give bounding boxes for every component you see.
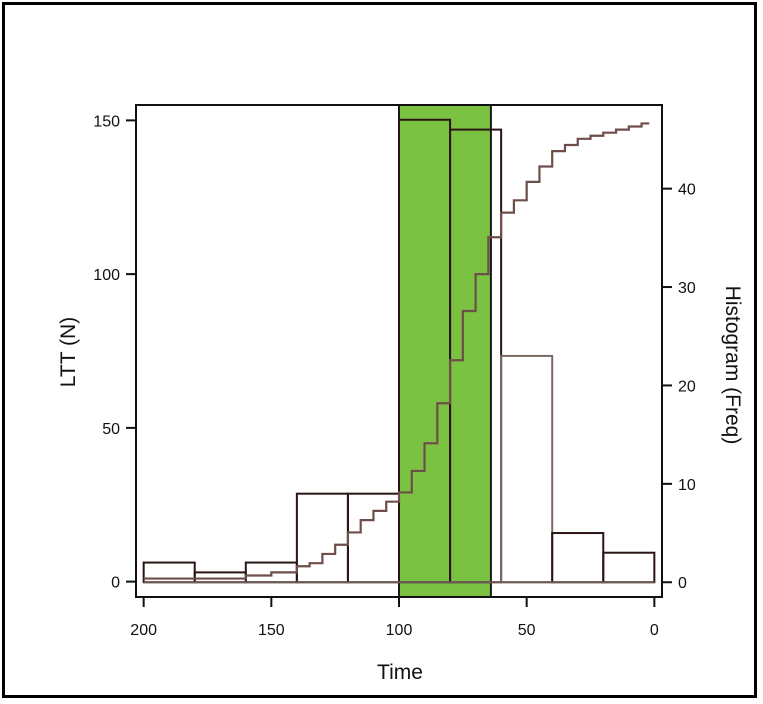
x-axis-title: Time [377, 661, 423, 684]
x-tick-label-200: 200 [130, 622, 157, 639]
x-tick-label-100: 100 [386, 622, 413, 639]
histogram-bar-5 [346, 492, 400, 584]
y-right-tick-label-20: 20 [678, 378, 696, 395]
y-right-tick-label-10: 10 [678, 477, 696, 494]
axes-layer: 200 150 100 50 0 0 50 100 150 0 10 20 30 40 [93, 104, 696, 639]
x-tick-label-0: 0 [650, 622, 659, 639]
histogram-bar-4 [295, 492, 349, 584]
histogram-bars-layer [142, 118, 656, 584]
x-tick-label-50: 50 [518, 622, 536, 639]
ltt-line-layer [143, 122, 650, 580]
y-right-tick-label-40: 40 [678, 182, 696, 199]
y-left-tick-label-100: 100 [93, 267, 120, 284]
highlight-region-layer [398, 104, 492, 598]
highlight-region [398, 104, 492, 598]
right-y-axis-title: Histogram (Freq) [721, 286, 744, 445]
histogram-bar-10 [602, 551, 656, 584]
histogram-bar-2 [193, 571, 247, 584]
y-left-tick-label-0: 0 [111, 575, 120, 592]
y-right-tick-label-0: 0 [678, 575, 687, 592]
ltt-line [143, 122, 650, 580]
y-left-tick-label-150: 150 [93, 113, 120, 130]
x-tick-label-150: 150 [258, 622, 285, 639]
histogram-bar-9 [551, 532, 605, 584]
left-y-axis-title: LTT (N) [57, 317, 80, 387]
histogram-bar-8 [500, 354, 554, 584]
y-left-tick-label-50: 50 [102, 421, 120, 438]
y-right-tick-label-30: 30 [678, 280, 696, 297]
